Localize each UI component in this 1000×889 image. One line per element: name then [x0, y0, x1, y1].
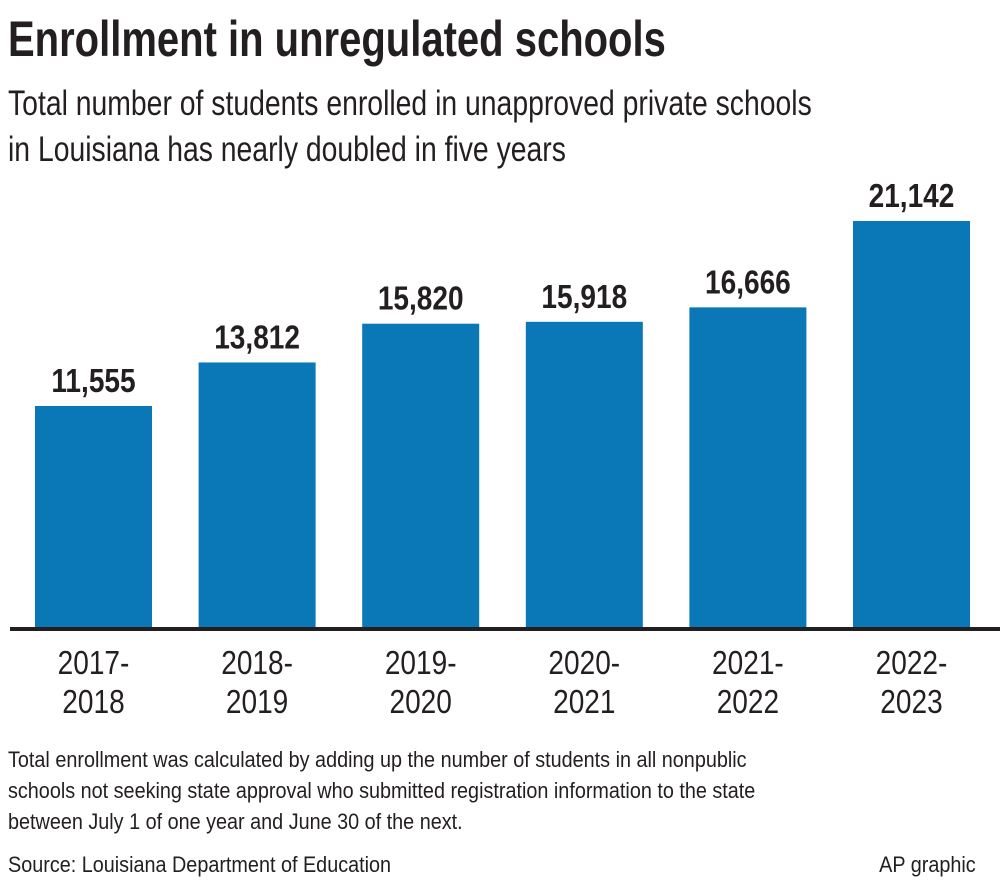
- data-label: 21,142: [869, 178, 955, 215]
- source-text: Source: Louisiana Department of Educatio…: [8, 852, 392, 877]
- data-label: 11,555: [51, 363, 135, 400]
- subtitle-line-1: Total number of students enrolled in una…: [8, 84, 812, 123]
- x-tick-label: 2022: [717, 684, 779, 721]
- data-label: 15,820: [378, 281, 464, 318]
- x-tick-label: 2018-: [221, 645, 293, 682]
- bar: [362, 323, 480, 629]
- x-tick-label: 2021-: [712, 645, 784, 682]
- x-axis-line: [10, 627, 1000, 631]
- bar: [853, 221, 970, 629]
- footnote: Total enrollment was calculated by addin…: [8, 744, 755, 837]
- data-label: 15,918: [541, 279, 627, 316]
- x-tick-label: 2023: [880, 684, 942, 721]
- bar: [35, 406, 152, 629]
- footnote-line: between July 1 of one year and June 30 o…: [8, 809, 463, 834]
- footnote-line: schools not seeking state approval who s…: [8, 778, 756, 803]
- bar: [689, 307, 807, 629]
- x-tick-label: 2022-: [876, 645, 948, 682]
- credit-text: AP graphic: [879, 852, 976, 877]
- chart-title: Enrollment in unregulated schools: [8, 11, 666, 67]
- x-tick-label: 2021: [553, 684, 615, 721]
- x-tick-label: 2019: [226, 684, 288, 721]
- bar: [525, 321, 643, 629]
- x-tick-label: 2019-: [385, 645, 457, 682]
- footnote-line: Total enrollment was calculated by addin…: [8, 747, 747, 772]
- data-label: 16,666: [705, 264, 791, 301]
- data-label: 13,812: [214, 319, 300, 356]
- x-tick-label: 2017-: [58, 645, 130, 682]
- x-tick-label: 2020: [390, 684, 452, 721]
- subtitle-line-2: in Louisiana has nearly doubled in five …: [8, 130, 566, 169]
- x-tick-label: 2018: [62, 684, 124, 721]
- x-tick-label: 2020-: [548, 645, 620, 682]
- bar: [198, 362, 316, 629]
